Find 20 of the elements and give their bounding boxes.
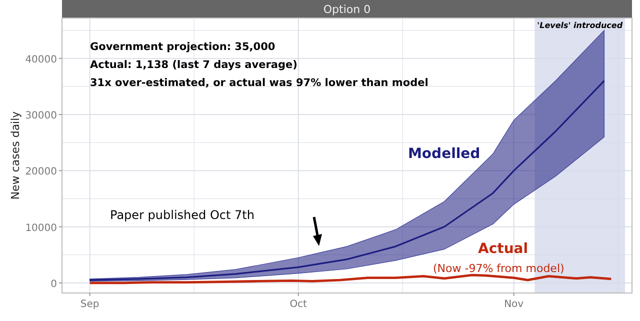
y-tick-label: 40000 [25, 54, 57, 66]
x-tick-label: Nov [504, 299, 524, 310]
y-tick-label: 0 [50, 278, 57, 290]
annotation: Government projection: 35,000 [90, 41, 276, 53]
line-series [88, 274, 612, 284]
y-axis-title: New cases daily [9, 110, 22, 200]
annotation: Paper published Oct 7th [110, 208, 254, 222]
y-tick-label: 10000 [25, 222, 57, 234]
series-label: Actual [478, 241, 528, 257]
annotation: (Now -97% from model) [433, 262, 564, 275]
x-tick-label: Oct [290, 299, 308, 310]
x-tick-label: Sep [80, 299, 100, 310]
annotation: Actual: 1,138 (last 7 days average) [90, 59, 298, 71]
y-tick-label: 20000 [25, 166, 57, 178]
text: Modelled [408, 146, 480, 162]
annotation: 31x over-estimated, or actual was 97% lower than model [90, 77, 428, 89]
line-series [89, 80, 605, 281]
y-tick-label: 30000 [25, 110, 57, 122]
chart-title: Option 0 [323, 3, 371, 16]
band-label: 'Levels' introduced [537, 21, 623, 30]
